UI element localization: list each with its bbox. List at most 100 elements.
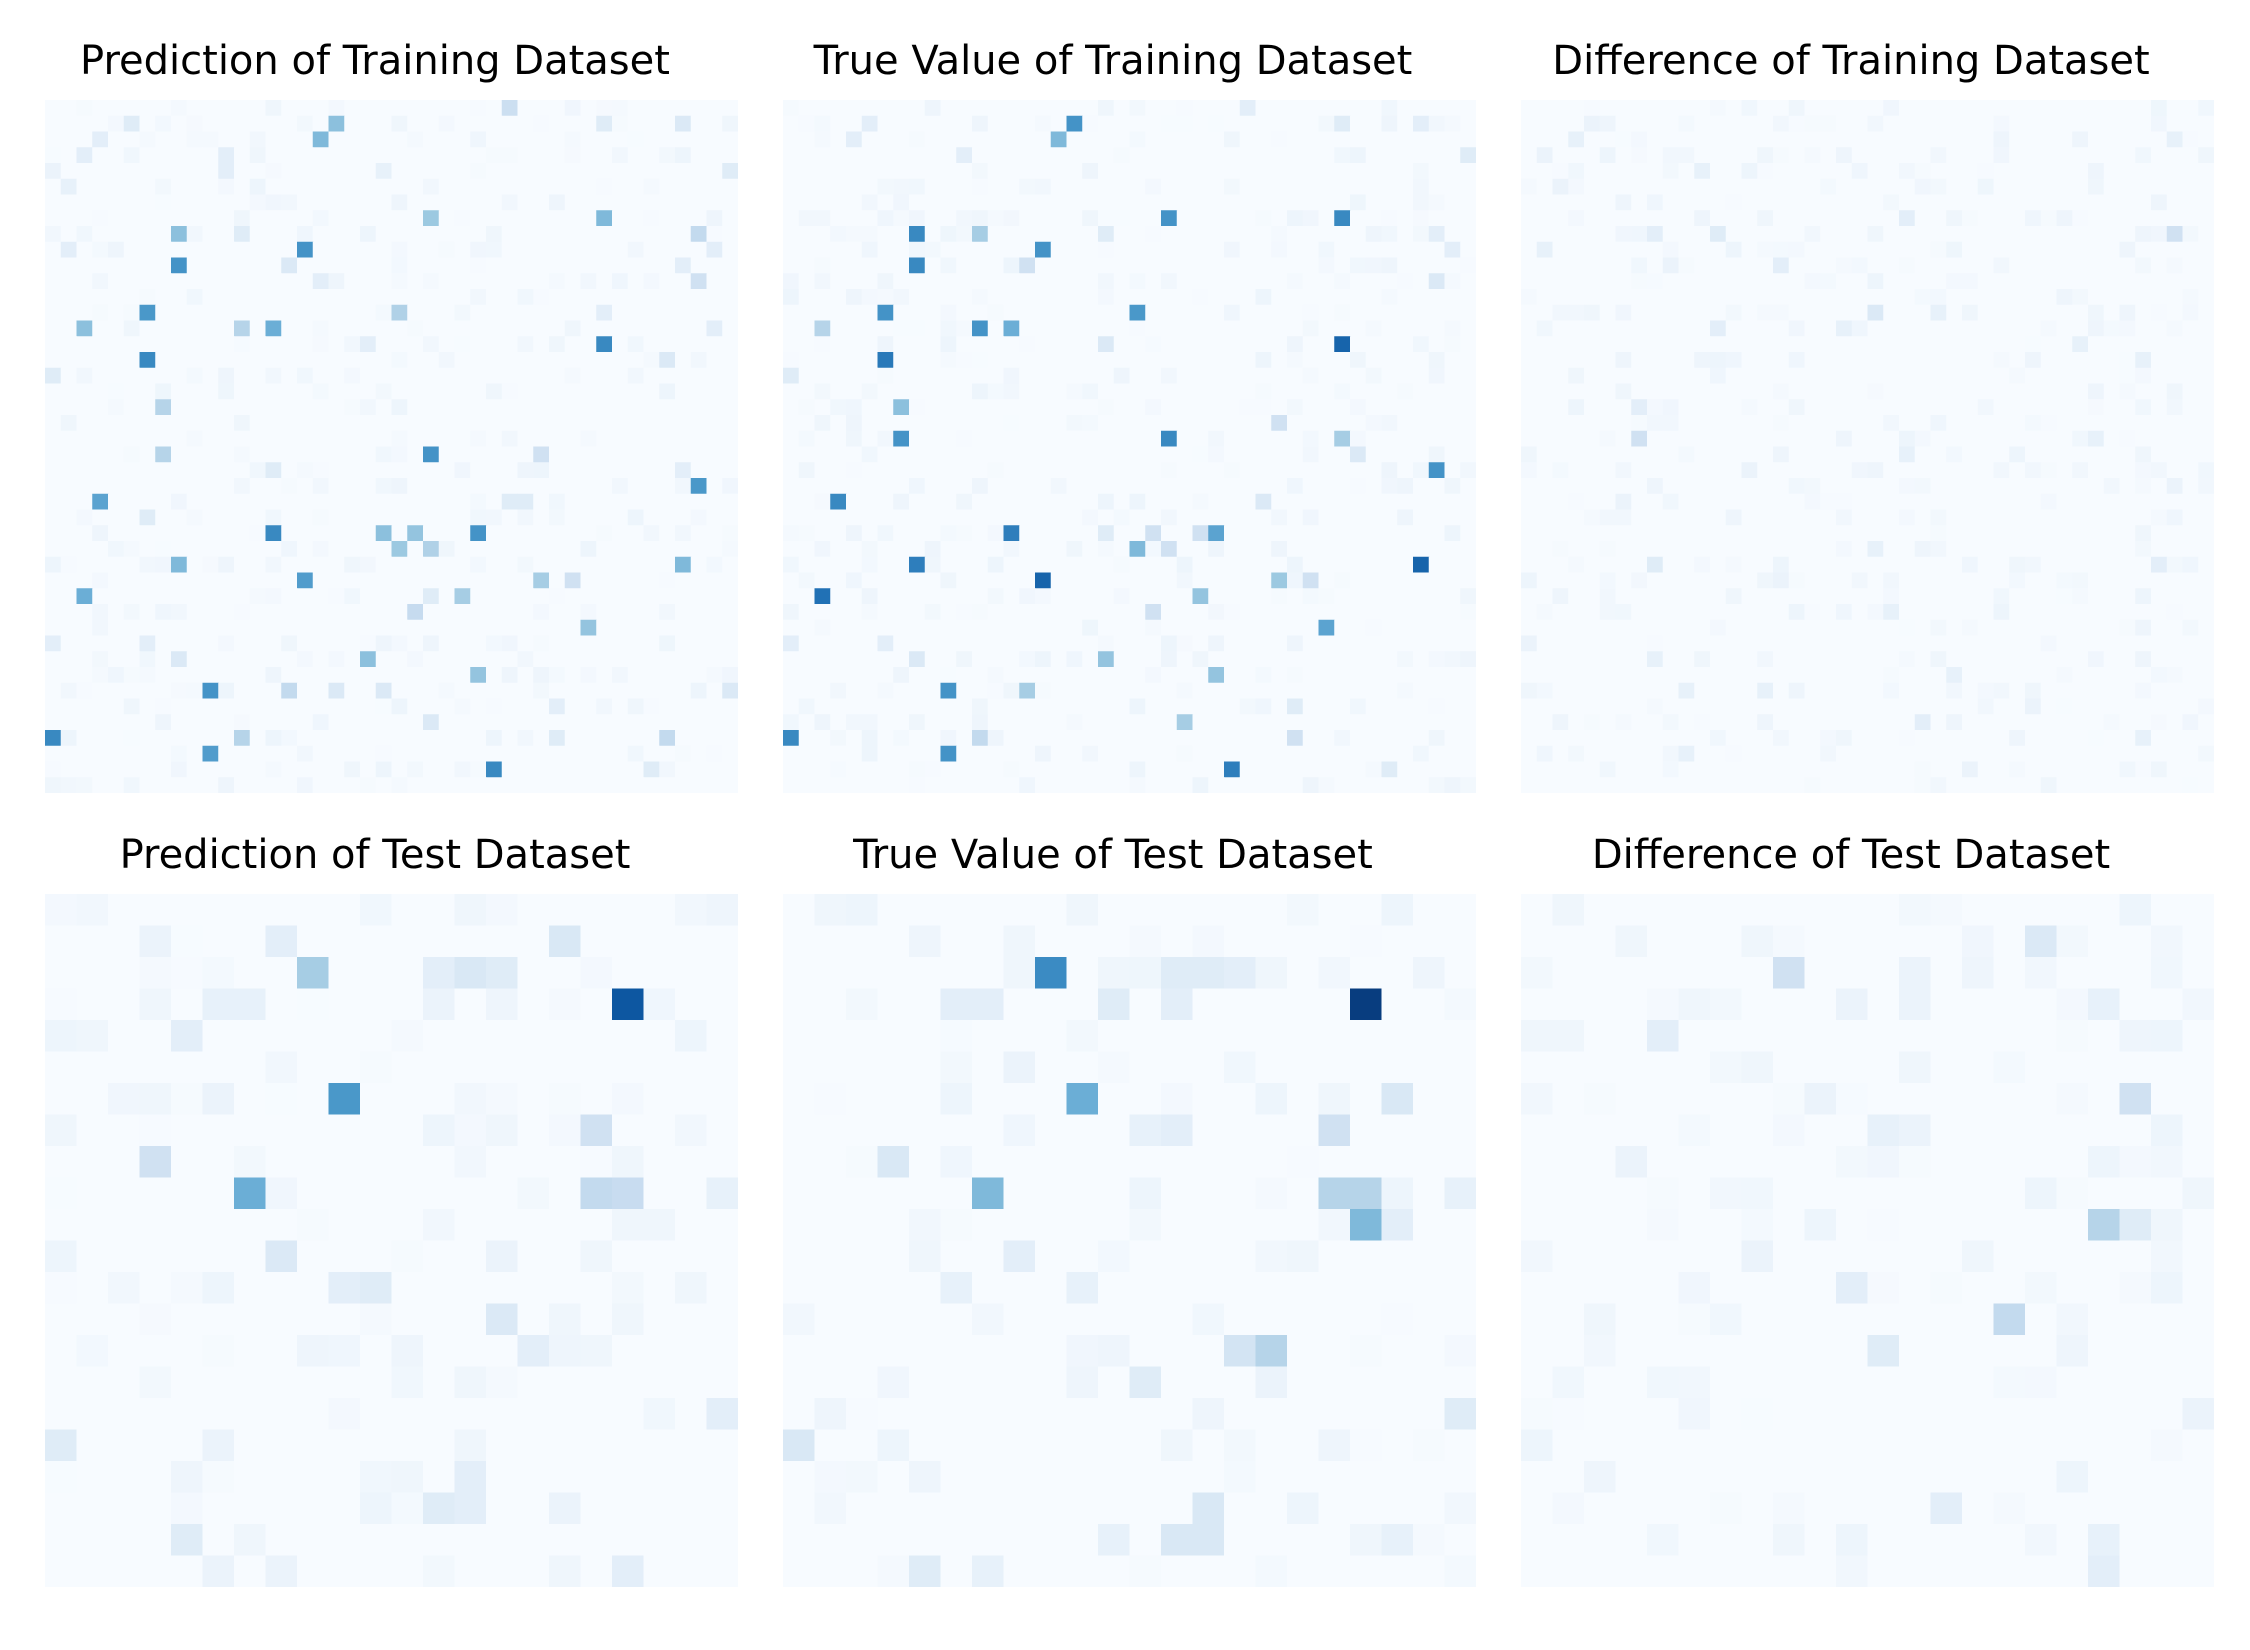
heatmap-cell	[312, 556, 330, 574]
heatmap-cell	[580, 320, 597, 337]
heatmap-cell	[1365, 462, 1383, 479]
heatmap-cell	[312, 430, 330, 448]
heatmap-cell	[1239, 131, 1257, 148]
heatmap-cell	[940, 289, 957, 306]
heatmap-cell	[1381, 509, 1398, 526]
heatmap-cell	[1113, 147, 1131, 164]
heatmap-cell	[108, 478, 125, 495]
heatmap-cell	[1066, 415, 1083, 432]
heatmap-cell	[2072, 320, 2089, 337]
heatmap-cell	[1867, 415, 1884, 432]
heatmap-cell	[1098, 761, 1115, 778]
heatmap-cell	[940, 714, 957, 731]
heatmap-cell	[234, 714, 251, 731]
heatmap-cell	[249, 273, 267, 290]
heatmap-cell	[1599, 178, 1617, 196]
heatmap-cell	[798, 635, 816, 652]
heatmap-cell	[1568, 100, 1585, 117]
heatmap-cell	[1255, 100, 1272, 117]
heatmap-cell	[549, 415, 566, 432]
heatmap-cell	[1757, 462, 1774, 479]
heatmap-cell	[281, 383, 298, 400]
heatmap-cell	[2056, 478, 2073, 495]
heatmap-cell	[470, 745, 487, 763]
heatmap-cell	[924, 525, 942, 542]
heatmap-cell	[1082, 415, 1099, 432]
heatmap-cell	[1599, 367, 1617, 385]
heatmap-cell	[1413, 115, 1430, 133]
heatmap-cell	[108, 588, 125, 605]
heatmap-cell	[987, 446, 1005, 463]
heatmap-cell	[1224, 194, 1241, 211]
heatmap-cell	[92, 383, 109, 400]
heatmap-cell	[675, 493, 692, 511]
heatmap-cell	[1113, 619, 1131, 637]
heatmap-cell	[1930, 194, 1947, 211]
heatmap-cell	[281, 446, 298, 463]
heatmap-cell	[1381, 667, 1398, 684]
heatmap-cell	[987, 604, 1005, 621]
heatmap-cell	[1129, 478, 1146, 495]
heatmap-cell	[438, 336, 456, 353]
heatmap-cell	[218, 667, 235, 684]
heatmap-cell	[627, 588, 645, 605]
heatmap-cell	[1460, 635, 1476, 652]
heatmap-cell	[659, 415, 676, 432]
heatmap-cell	[783, 210, 800, 227]
heatmap-cell	[344, 163, 361, 180]
heatmap-cell	[1287, 289, 1304, 306]
heatmap-cell	[423, 194, 440, 211]
heatmap-cell	[940, 367, 957, 385]
heatmap-cell	[360, 493, 377, 511]
heatmap-cell	[1413, 178, 1430, 196]
heatmap-cell	[1397, 194, 1414, 211]
heatmap-cell	[1444, 714, 1461, 731]
heatmap-cell	[360, 698, 377, 715]
heatmap-cell	[1883, 352, 1900, 369]
heatmap-cell	[1444, 761, 1461, 778]
heatmap-cell	[1350, 367, 1367, 385]
heatmap-cell	[533, 383, 550, 400]
heatmap-cell	[407, 635, 424, 652]
heatmap-cell	[1176, 178, 1194, 196]
heatmap-cell	[1428, 745, 1446, 763]
heatmap-cell	[281, 289, 298, 306]
heatmap-cell	[940, 115, 957, 133]
heatmap-cell	[549, 493, 566, 511]
heatmap-cell	[814, 226, 831, 243]
heatmap-cell	[1584, 462, 1601, 479]
heatmap-cell	[1460, 304, 1476, 322]
heatmap-cell	[1678, 273, 1695, 290]
heatmap-cell	[956, 714, 973, 731]
heatmap-cell	[2056, 210, 2073, 227]
heatmap-cell	[186, 383, 204, 400]
heatmap-cell	[675, 147, 692, 164]
heatmap-cell	[877, 525, 894, 542]
heatmap-cell	[1287, 163, 1304, 180]
heatmap-cell	[407, 730, 424, 747]
heatmap-cell	[1536, 241, 1554, 259]
heatmap-cell	[76, 383, 93, 400]
heatmap-cell	[1694, 493, 1711, 511]
heatmap-cell	[1113, 714, 1131, 731]
heatmap-cell	[580, 226, 597, 243]
heatmap-cell	[1460, 257, 1476, 274]
heatmap-cell	[375, 714, 393, 731]
heatmap-cell	[92, 430, 109, 448]
heatmap-cell	[186, 100, 204, 117]
heatmap-cell	[1350, 572, 1367, 589]
heatmap-cell	[45, 241, 62, 259]
heatmap-cell	[1098, 210, 1115, 227]
heatmap-cell	[1208, 572, 1225, 589]
heatmap-cell	[830, 257, 847, 274]
heatmap-cell	[454, 336, 471, 353]
heatmap-cell	[517, 509, 534, 526]
heatmap-cell	[1444, 257, 1461, 274]
heatmap-cell	[1129, 399, 1146, 416]
heatmap-cell	[218, 210, 235, 227]
heatmap-cell	[846, 257, 863, 274]
heatmap-cell	[1082, 619, 1099, 637]
heatmap-cell	[1145, 383, 1162, 400]
heatmap-cell	[1883, 257, 1900, 274]
heatmap-cell	[186, 745, 204, 763]
